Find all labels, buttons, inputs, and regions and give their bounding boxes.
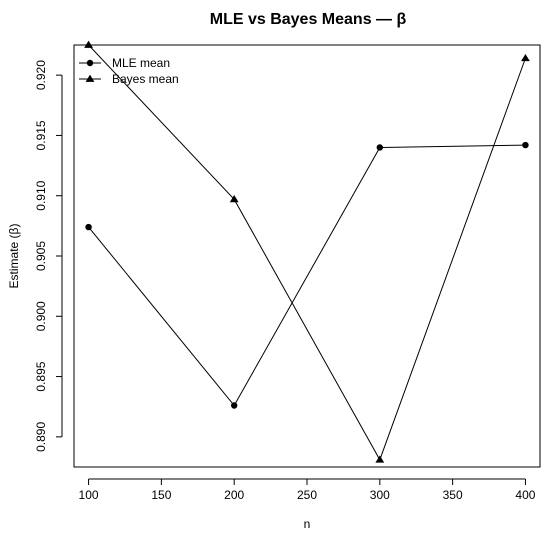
legend: MLE mean Bayes mean xyxy=(79,56,179,86)
plot-frame xyxy=(73,44,541,468)
y-axis: 0.890 0.895 0.900 0.905 0.910 0.915 0.920 xyxy=(34,60,63,452)
y-axis-label: Estimate (β) xyxy=(7,224,21,289)
mle-mean-point xyxy=(522,141,529,149)
y-tick-label: 0.905 xyxy=(34,241,48,271)
x-tick-label: 150 xyxy=(151,488,171,502)
x-tick-label: 100 xyxy=(79,488,99,502)
y-tick-label: 0.900 xyxy=(34,301,48,331)
mle-mean-point xyxy=(85,223,92,231)
x-tick-label: 400 xyxy=(515,488,535,502)
bayes-mean-point xyxy=(84,40,93,48)
series-mle-mean xyxy=(85,141,529,409)
x-tick-label: 350 xyxy=(443,488,463,502)
mle-mean-line xyxy=(88,144,526,407)
legend-item-mle-mean: MLE mean xyxy=(79,56,170,70)
y-tick-label: 0.910 xyxy=(34,180,48,210)
y-tick-label: 0.890 xyxy=(34,422,48,452)
bayes-mean-line xyxy=(88,44,526,461)
x-axis-label: n xyxy=(304,517,311,531)
bayes-mean-point xyxy=(375,455,385,463)
legend-item-bayes-mean: Bayes mean xyxy=(79,72,179,86)
bayes-mean-point xyxy=(521,53,530,62)
series-layer xyxy=(84,40,530,463)
bayes-mean-point xyxy=(229,195,239,203)
chart-title: MLE vs Bayes Means — β xyxy=(210,11,407,28)
mle-mean-point xyxy=(230,402,238,409)
legend-circle-icon xyxy=(86,59,94,67)
y-tick-label: 0.920 xyxy=(34,60,48,90)
y-tick-label: 0.915 xyxy=(34,120,48,150)
x-tick-label: 200 xyxy=(224,488,244,502)
x-tick-label: 250 xyxy=(297,488,317,502)
y-tick-label: 0.895 xyxy=(34,361,48,391)
x-axis: 100 150 200 250 300 350 400 xyxy=(79,478,536,502)
x-tick-label: 300 xyxy=(370,488,390,502)
legend-label: Bayes mean xyxy=(112,72,179,86)
legend-triangle-icon xyxy=(85,74,95,82)
legend-label: MLE mean xyxy=(112,56,170,70)
mle-mean-point xyxy=(376,144,384,151)
series-bayes-mean xyxy=(84,40,530,463)
